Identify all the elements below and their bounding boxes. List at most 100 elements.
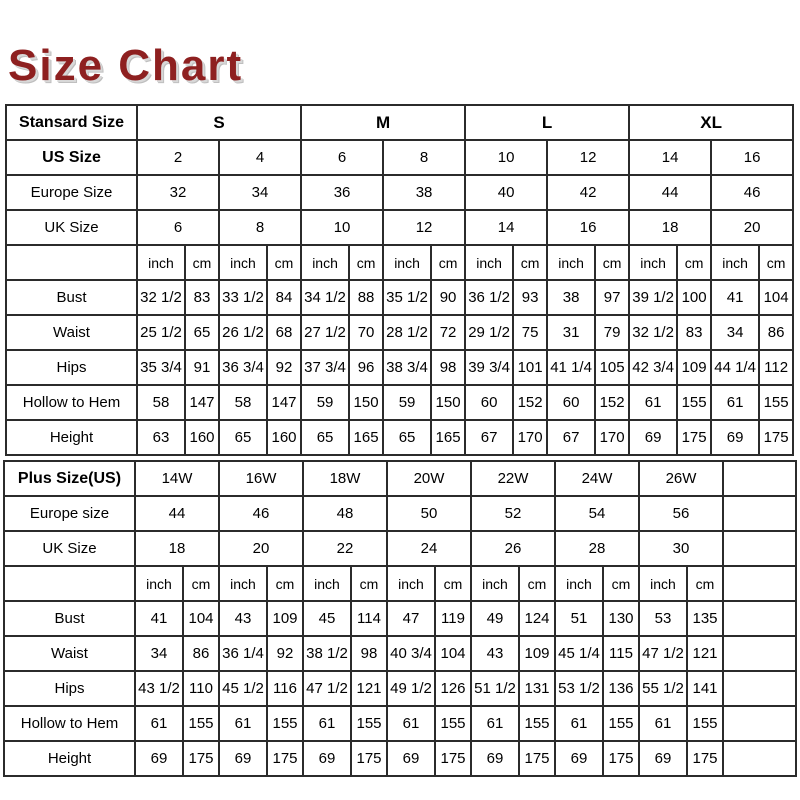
measure-cm: 147 <box>184 384 220 421</box>
table-row: inch cm inch cm inch cm inch cm inch cm inch cm inch… <box>5 244 795 281</box>
measure-cm: 155 <box>686 705 724 742</box>
unit-inch-header: inch <box>300 244 351 281</box>
measure-cm: 88 <box>348 279 385 316</box>
measure-inch: 37 3/4 <box>300 349 351 386</box>
table-row: Stansard Size S M L XL <box>5 104 795 141</box>
blank-cell <box>3 565 136 602</box>
measure-inch: 45 1/2 <box>218 670 268 707</box>
measure-inch: 69 <box>386 740 436 777</box>
measure-cm: 147 <box>265 384 303 421</box>
empty-trailing-cell <box>722 530 797 567</box>
unit-cm-header: cm <box>348 244 385 281</box>
measure-cm: 92 <box>266 635 304 672</box>
measure-inch: 34 1/2 <box>300 279 351 316</box>
size-value: 16 <box>710 139 795 176</box>
measure-cm: 112 <box>758 349 795 386</box>
measure-cm: 170 <box>594 419 631 456</box>
measure-cm: 91 <box>184 349 220 386</box>
size-value: 12 <box>546 139 631 176</box>
measure-cm: 105 <box>594 349 631 386</box>
measure-inch: 69 <box>554 740 604 777</box>
measure-cm: 152 <box>594 384 631 421</box>
measure-cm: 130 <box>602 600 640 637</box>
measure-inch: 69 <box>628 419 679 456</box>
measure-inch: 69 <box>638 740 688 777</box>
size-value: 54 <box>554 495 640 532</box>
table-row: Europe Size 32 34 36 38 40 42 44 46 <box>5 174 795 211</box>
plus-size-header: 16W <box>218 460 304 497</box>
measure-cm: 160 <box>184 419 220 456</box>
measure-inch: 35 3/4 <box>136 349 186 386</box>
table-row: Europe size 44 46 48 50 52 54 56 <box>3 495 797 532</box>
measure-inch: 65 <box>382 419 433 456</box>
unit-inch-header: inch <box>218 565 268 602</box>
unit-inch-header: inch <box>464 244 515 281</box>
unit-cm-header: cm <box>265 244 303 281</box>
table-row: Height 69 175 69 175 69 175 69 175 69 175 69 175 69 17… <box>3 740 797 777</box>
table-row: Plus Size(US) 14W 16W 18W 20W 22W 24W 26W <box>3 460 797 497</box>
unit-inch-header: inch <box>554 565 604 602</box>
measure-inch: 59 <box>300 384 351 421</box>
measure-inch: 43 <box>218 600 268 637</box>
measure-cm: 68 <box>265 314 303 351</box>
measure-cm: 175 <box>266 740 304 777</box>
size-value: 4 <box>217 139 303 176</box>
measure-cm: 121 <box>686 635 724 672</box>
size-value: 6 <box>300 139 385 176</box>
measure-cm: 72 <box>430 314 467 351</box>
size-value: 38 <box>382 174 467 211</box>
empty-trailing-cell <box>722 705 797 742</box>
measure-inch: 25 1/2 <box>136 314 186 351</box>
measure-cm: 155 <box>758 384 795 421</box>
plus-size-table: Plus Size(US) 14W 16W 18W 20W 22W 24W 26W Europe… <box>3 460 797 777</box>
size-value: 46 <box>710 174 795 211</box>
measure-inch: 47 1/2 <box>638 635 688 672</box>
size-value: 16 <box>546 209 631 246</box>
table-row: US Size 2 4 6 8 10 12 14 16 <box>5 139 795 176</box>
measure-inch: 41 <box>710 279 761 316</box>
measure-cm: 175 <box>350 740 388 777</box>
empty-trailing-cell <box>722 495 797 532</box>
measure-inch: 61 <box>386 705 436 742</box>
plus-size-header: 24W <box>554 460 640 497</box>
measure-inch: 61 <box>470 705 520 742</box>
row-label: Europe size <box>3 495 136 532</box>
measure-cm: 115 <box>602 635 640 672</box>
measure-inch: 43 <box>470 635 520 672</box>
plus-size-header: 14W <box>134 460 220 497</box>
measure-cm: 155 <box>434 705 472 742</box>
measure-inch: 58 <box>218 384 268 421</box>
measure-inch: 39 3/4 <box>464 349 515 386</box>
measure-inch: 43 1/2 <box>134 670 184 707</box>
measure-inch: 38 3/4 <box>382 349 433 386</box>
table-row: Waist 25 1/2 65 26 1/2 68 27 1/2 70 28 1/2 72 29 … <box>5 314 795 351</box>
measure-inch: 61 <box>554 705 604 742</box>
unit-inch-header: inch <box>218 244 268 281</box>
measure-inch: 61 <box>218 705 268 742</box>
measure-cm: 150 <box>348 384 385 421</box>
measure-cm: 114 <box>350 600 388 637</box>
size-value: 6 <box>136 209 220 246</box>
measure-cm: 175 <box>182 740 220 777</box>
unit-cm-header: cm <box>602 565 640 602</box>
plus-size-header: 18W <box>302 460 388 497</box>
measure-inch: 69 <box>302 740 352 777</box>
row-label: Bust <box>5 279 138 316</box>
table-row: Hips 35 3/4 91 36 3/4 92 37 3/4 96 38 3/4 98 39 3… <box>5 349 795 386</box>
measure-cm: 121 <box>350 670 388 707</box>
row-label: Hollow to Hem <box>5 384 138 421</box>
measure-cm: 86 <box>182 635 220 672</box>
row-label: UK Size <box>3 530 136 567</box>
plus-size-header: 22W <box>470 460 556 497</box>
row-label: Height <box>5 419 138 456</box>
unit-inch-header: inch <box>628 244 679 281</box>
size-value: 56 <box>638 495 724 532</box>
table-row: Bust 41 104 43 109 45 114 47 119 49 124 51 130 53 135 <box>3 600 797 637</box>
size-value: 40 <box>464 174 549 211</box>
measure-cm: 98 <box>430 349 467 386</box>
unit-inch-header: inch <box>638 565 688 602</box>
measure-cm: 165 <box>348 419 385 456</box>
empty-trailing-cell <box>722 670 797 707</box>
measure-cm: 83 <box>676 314 713 351</box>
measure-inch: 63 <box>136 419 186 456</box>
